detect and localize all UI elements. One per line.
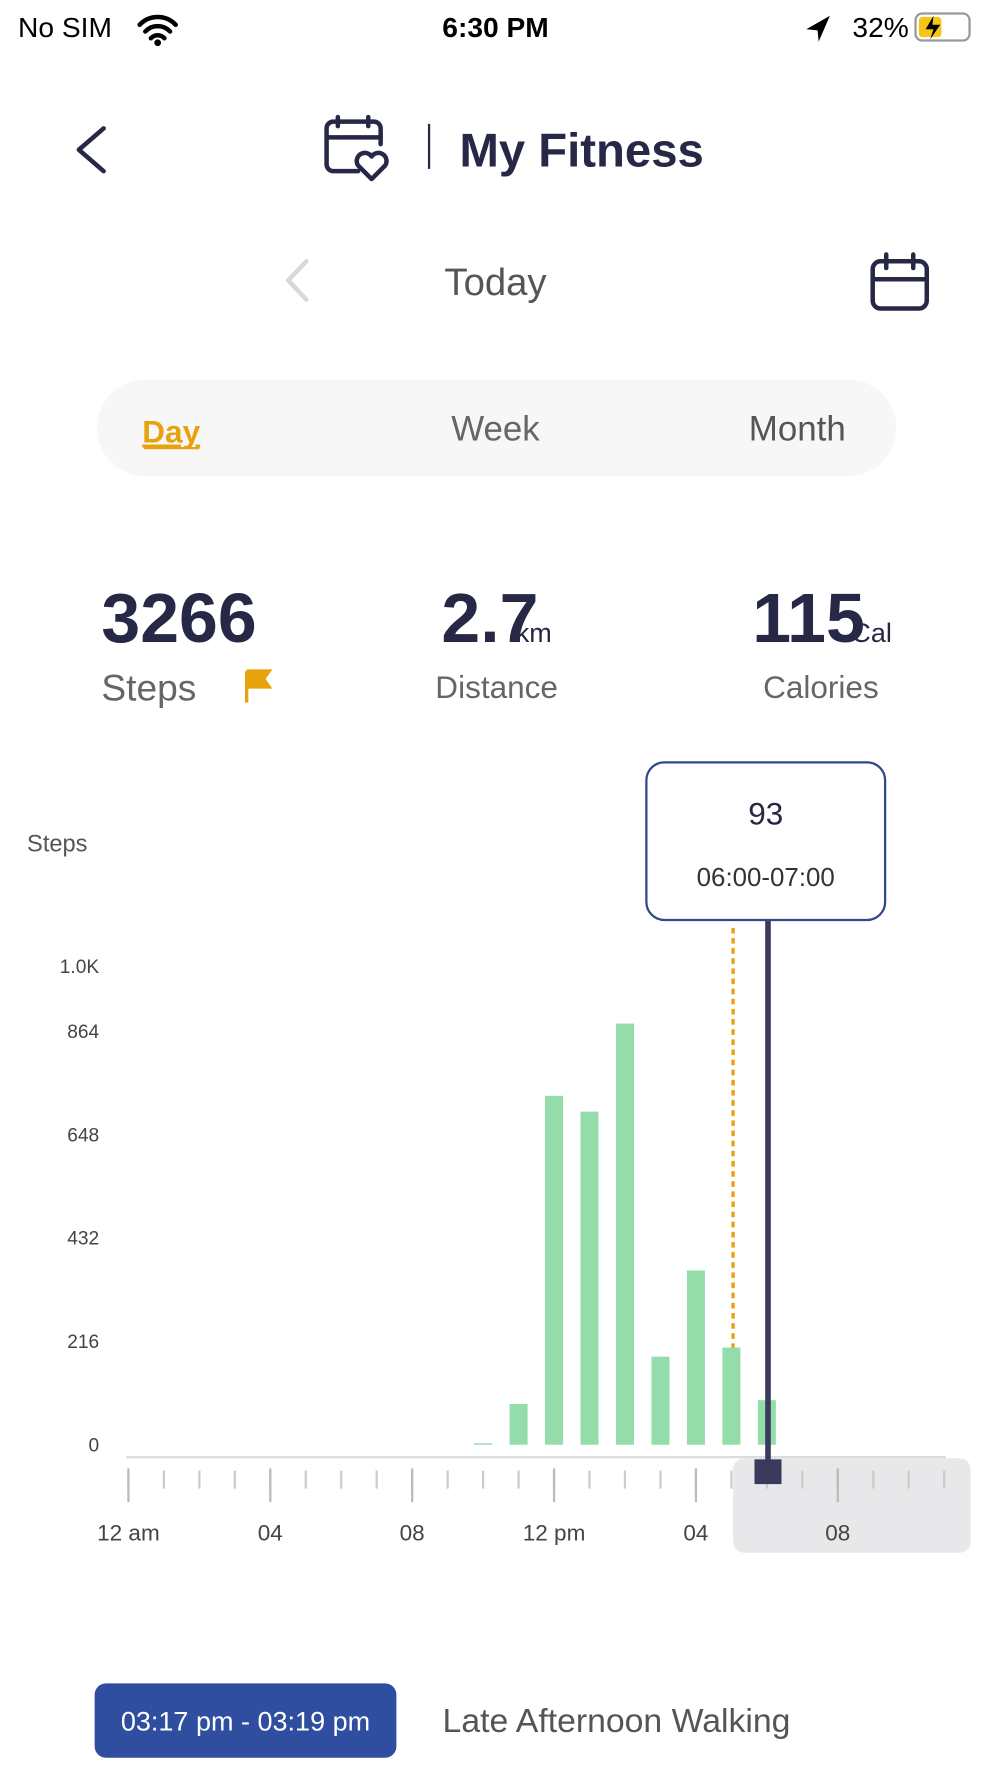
y-tick-label: 216 [67,1332,99,1353]
tooltip-value: 93 [748,795,783,831]
y-tick-label: 864 [67,1022,99,1043]
steps-value: 3266 [101,579,256,657]
tooltip-range: 06:00-07:00 [697,864,835,892]
page-title: My Fitness [459,125,703,178]
activity-time-chip[interactable] [94,1683,397,1758]
x-tick-label: 12 pm [523,1520,586,1545]
tooltip [645,761,887,922]
location-icon [806,15,830,42]
chart: 0 216 432 648 864 1.0K 12 am 04 08 12 pm 04 08 [60,957,946,1545]
wifi-icon [137,14,178,41]
x-tick-label: 12 am [97,1520,160,1545]
calendar-button[interactable] [870,252,930,311]
date-label: Today [444,261,547,304]
activity-title: Late Afternoon Walking [443,1702,791,1740]
cursor-handle[interactable] [754,1459,782,1485]
x-tick-label: 04 [258,1520,283,1545]
battery-outline [914,12,971,42]
wifi-dot [154,39,162,47]
fitness-icon [324,114,389,182]
distance-unit: km [516,618,552,648]
bar [615,1023,634,1445]
back-button[interactable] [76,126,106,174]
x-tick-label: 08 [825,1520,850,1545]
activity-time: 03:17 pm - 03:19 pm [121,1707,370,1737]
goal-flag [244,669,273,703]
bar [509,1404,528,1445]
steps-label: Steps [101,666,196,708]
y-tick-label: 0 [88,1435,99,1456]
distance-label: Distance [435,669,558,705]
tab-month[interactable]: Month [749,409,846,448]
carrier: No SIM [18,12,112,43]
clock: 6:30 PM [442,12,548,43]
bar [545,1095,564,1445]
calories-value: 115 [752,579,865,657]
y-tick-label: 432 [67,1229,99,1250]
prev-day[interactable] [285,258,309,302]
bar [686,1270,705,1445]
tab-day[interactable]: Day [142,414,200,450]
bar [722,1347,741,1445]
calories-label: Calories [763,669,879,705]
tab-week[interactable]: Week [451,409,540,448]
bar [474,1443,493,1445]
tab-bar [96,379,897,477]
y-tick-label: 648 [67,1125,99,1146]
charging-icon [925,15,941,40]
selection-highlight [733,1458,971,1553]
y-axis-label: Steps [27,831,87,857]
bar [651,1356,670,1445]
battery-level: 32% [852,12,908,43]
calories-unit: Cal [851,618,892,648]
bar [580,1111,599,1445]
y-tick-label: 1.0K [60,957,100,978]
distance-value: 2.7 [441,579,538,657]
x-tick-label: 08 [400,1520,425,1545]
x-tick-label: 04 [683,1520,708,1545]
